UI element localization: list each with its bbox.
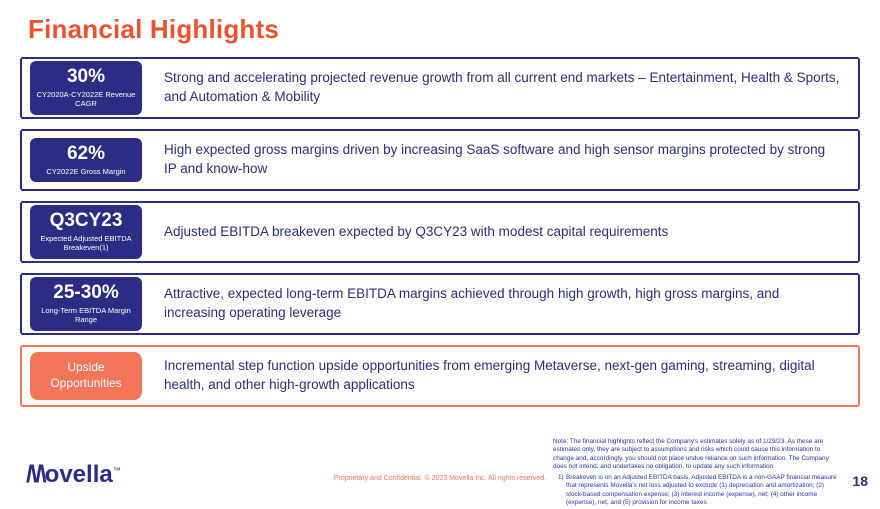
highlight-row-ebitda-margin: 25-30% Long-Term EBITDA Margin Range Att… [20,273,860,335]
trademark-symbol: ™ [112,466,121,475]
metric-label: CY2022E Gross Margin [46,166,126,176]
metric-value: Upside [67,360,105,375]
metric-label: CY2020A-CY2022E Revenue CAGR [36,90,136,109]
page-number: 18 [852,473,868,489]
metric-value: Q3CY23 [49,210,123,232]
metric-badge: 30% CY2020A-CY2022E Revenue CAGR [30,61,142,115]
confidential-notice: Proprietary and Confidential. © 2023 Mov… [333,475,547,482]
page-title: Financial Highlights [28,14,280,44]
highlights-list: 30% CY2020A-CY2022E Revenue CAGR Strong … [20,57,860,407]
metric-value: 62% [66,142,106,164]
movella-logo-text: ovella [44,461,113,488]
highlight-row-revenue-growth: 30% CY2020A-CY2022E Revenue CAGR Strong … [20,57,860,119]
metric-value: 25-30% [53,282,119,304]
metric-value: 30% [66,66,106,88]
metric-label: Opportunities [50,376,122,390]
highlight-description: Strong and accelerating projected revenu… [164,70,840,104]
metric-badge: Q3CY23 Expected Adjusted EBITDA Breakeve… [30,205,142,259]
metric-badge: 25-30% Long-Term EBITDA Margin Range [30,277,142,331]
highlight-row-upside-opportunities: Upside Opportunities Incremental step fu… [20,345,860,407]
highlight-description: Adjusted EBITDA breakeven expected by Q3… [164,223,669,239]
footnotes: Note: The financial highlights reflect t… [553,438,837,508]
movella-logo: /\/\ovella™ [26,461,121,489]
highlight-description: Incremental step function upside opportu… [164,358,815,392]
estimates-note: Note: The financial highlights reflect t… [553,438,829,471]
metric-label: Expected Adjusted EBITDA Breakeven(1) [40,234,132,253]
footnote-1-number: 1) [558,473,564,481]
footnote-1: 1) Breakeven is on an Adjusted EBITDA ba… [553,474,837,508]
metric-badge: Upside Opportunities [30,352,142,400]
highlight-row-gross-margin: 62% CY2022E Gross Margin High expected g… [20,129,860,191]
metric-badge: 62% CY2022E Gross Margin [30,137,142,183]
movella-logo-m: /\/\ [26,461,47,488]
highlight-description: High expected gross margins driven by in… [164,142,826,176]
highlight-description: Attractive, expected long-term EBITDA ma… [164,286,780,320]
highlight-row-ebitda-breakeven: Q3CY23 Expected Adjusted EBITDA Breakeve… [20,201,860,263]
footnote-1-text: Breakeven is on an Adjusted EBITDA basis… [566,473,837,507]
metric-label: Long-Term EBITDA Margin Range [41,306,131,325]
